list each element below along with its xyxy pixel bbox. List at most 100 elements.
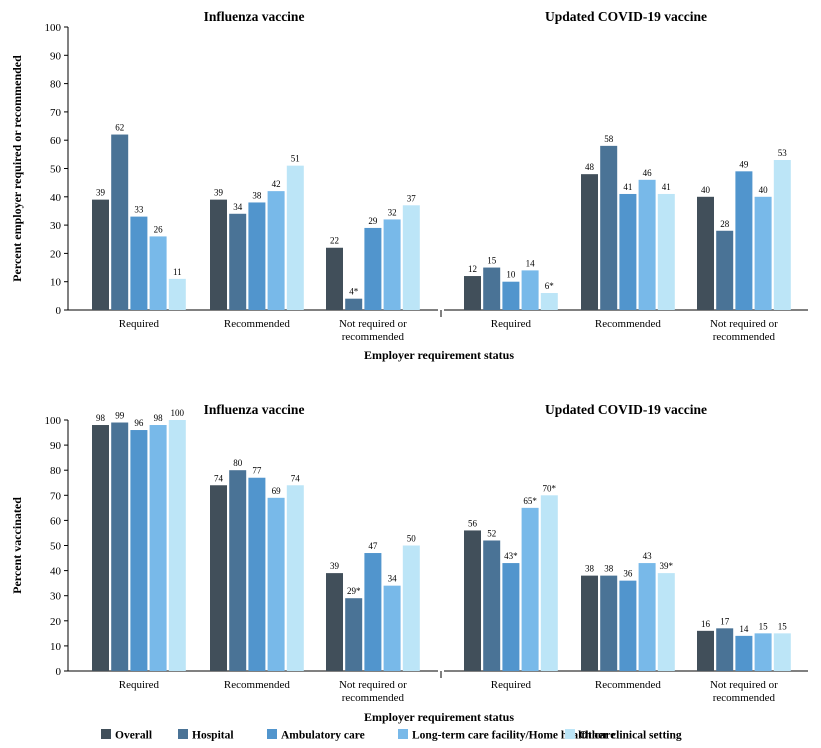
y-tick-label: 100 [45, 22, 62, 34]
category-label: Recommended [224, 318, 290, 330]
data-label: 74 [214, 473, 224, 483]
data-label: 39* [660, 561, 674, 571]
bar-long-term-care-facility-home-health-care [638, 563, 656, 671]
y-axis-label: Percent employer required or recommended [10, 55, 24, 282]
legend-label: Ambulatory care [281, 730, 365, 742]
data-label: 50 [407, 534, 417, 544]
bar-other-clinical-setting [286, 485, 304, 671]
data-label: 38 [604, 564, 614, 574]
data-label: 37 [407, 193, 417, 203]
y-tick-label: 50 [50, 541, 62, 553]
bar-overall [581, 174, 598, 310]
bar-overall [92, 199, 109, 310]
data-label: 47 [368, 541, 378, 551]
bar-long-term-care-facility-home-health-care [638, 179, 656, 310]
y-tick-label: 10 [50, 277, 62, 289]
data-label: 58 [604, 134, 614, 144]
bar-ambulatory-care [248, 477, 266, 671]
bar-hospital [600, 575, 618, 671]
panel-influenza: Influenza vaccine 39 62 33 26 11 Required 39 34 3… [92, 9, 420, 343]
bar-overall [326, 573, 343, 671]
bar-other-clinical-setting [168, 278, 186, 310]
y-tick-label: 30 [50, 591, 62, 603]
data-label: 43* [504, 551, 518, 561]
data-label: 52 [487, 528, 496, 538]
bar-other-clinical-setting [773, 633, 791, 671]
category-label: Required [491, 318, 532, 330]
y-tick-label: 20 [50, 616, 62, 628]
bar-long-term-care-facility-home-health-care [149, 236, 167, 310]
bar-ambulatory-care [364, 553, 382, 671]
data-label: 39 [96, 188, 106, 198]
bar-ambulatory-care [619, 580, 637, 671]
bar-overall [210, 199, 227, 310]
bar-overall [697, 196, 714, 310]
bar-long-term-care-facility-home-health-care [267, 191, 285, 310]
y-tick-label: 80 [50, 79, 62, 91]
data-label: 11 [173, 267, 182, 277]
data-label: 32 [388, 207, 397, 217]
data-label: 56 [468, 518, 478, 528]
legend-swatch-long-term-care-facility-home-health-care [398, 729, 408, 739]
panel-title: Updated COVID-19 vaccine [545, 402, 707, 417]
bar-ambulatory-care [248, 202, 266, 310]
bar-ambulatory-care [364, 227, 382, 310]
data-label: 14 [739, 624, 749, 634]
data-label: 36 [623, 569, 633, 579]
bar-other-clinical-setting [657, 573, 675, 671]
data-label: 43 [643, 551, 653, 561]
y-tick-label: 90 [50, 50, 62, 62]
data-label: 4* [349, 287, 359, 297]
bar-ambulatory-care [619, 193, 637, 310]
bar-long-term-care-facility-home-health-care [521, 270, 539, 310]
data-label: 39 [214, 188, 224, 198]
category-label: Not required or [710, 318, 778, 330]
bar-other-clinical-setting [402, 545, 420, 671]
bar-ambulatory-care [502, 563, 520, 671]
data-label: 77 [252, 466, 262, 476]
data-label: 15 [778, 621, 788, 631]
y-tick-label: 90 [50, 440, 62, 452]
data-label: 12 [468, 264, 477, 274]
panel-covid: Updated COVID-19 vaccine 12 15 10 14 6* Requir… [464, 9, 791, 343]
y-tick-label: 100 [45, 415, 62, 427]
category-label: recommended [342, 331, 405, 343]
data-label: 29* [347, 586, 361, 596]
data-label: 34 [233, 202, 243, 212]
y-tick-label: 10 [50, 641, 62, 653]
data-label: 40 [701, 185, 711, 195]
category-label: Recommended [595, 679, 661, 691]
legend: Overall Hospital Ambulatory care Long-term … [101, 729, 682, 742]
bar-hospital [716, 628, 734, 671]
data-label: 39 [330, 561, 340, 571]
data-label: 96 [134, 418, 144, 428]
data-label: 15 [759, 621, 769, 631]
bar-overall [464, 276, 481, 310]
data-label: 38 [252, 190, 262, 200]
data-label: 99 [115, 411, 125, 421]
panel-covid: Updated COVID-19 vaccine 56 52 43* 65* 70* Req… [464, 402, 791, 704]
data-label: 29 [368, 216, 378, 226]
bar-other-clinical-setting [168, 420, 186, 671]
category-label: Recommended [224, 679, 290, 691]
data-label: 14 [526, 258, 536, 268]
data-label: 6* [545, 281, 555, 291]
legend-swatch-ambulatory-care [267, 729, 277, 739]
data-label: 15 [487, 256, 497, 266]
data-label: 41 [662, 182, 671, 192]
data-label: 28 [720, 219, 730, 229]
bar-ambulatory-care [502, 281, 520, 310]
bar-other-clinical-setting [773, 160, 791, 310]
legend-label: Hospital [192, 730, 234, 742]
category-label: Recommended [595, 318, 661, 330]
legend-swatch-hospital [178, 729, 188, 739]
data-label: 62 [115, 123, 124, 133]
bar-long-term-care-facility-home-health-care [149, 425, 167, 671]
category-label: recommended [342, 692, 405, 704]
data-label: 98 [154, 413, 164, 423]
category-label: Not required or [710, 679, 778, 691]
legend-swatch-other-clinical-setting [565, 729, 575, 739]
bar-hospital [345, 298, 363, 310]
y-tick-label: 50 [50, 164, 62, 176]
bar-long-term-care-facility-home-health-care [383, 219, 401, 310]
